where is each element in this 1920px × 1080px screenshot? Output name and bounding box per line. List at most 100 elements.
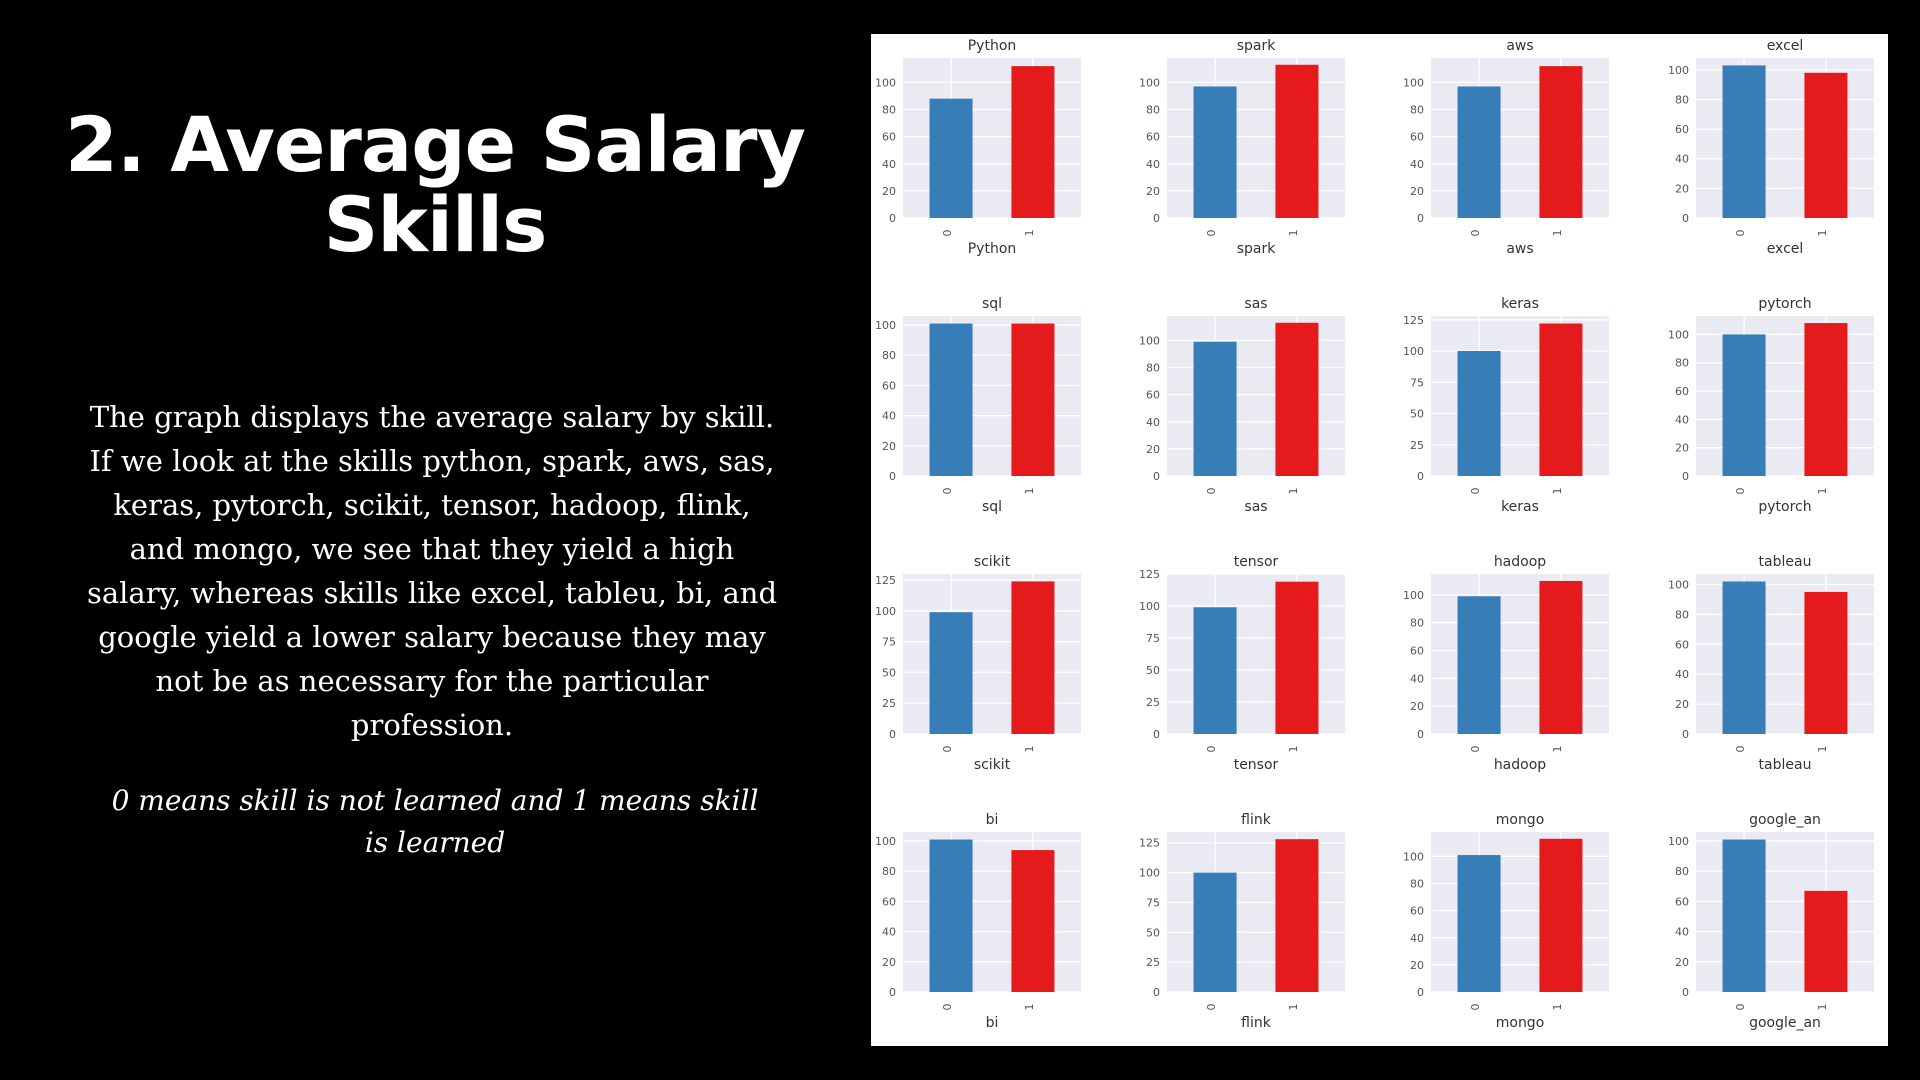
y-tick-label: 40	[1675, 153, 1689, 166]
y-tick-label: 125	[1139, 568, 1160, 581]
y-tick-label: 80	[1410, 104, 1424, 117]
y-tick-label: 100	[1139, 600, 1160, 613]
x-axis-label: bi	[986, 1015, 999, 1031]
y-tick-label: 80	[1675, 357, 1689, 370]
bar-0	[1193, 872, 1237, 992]
x-axis-label: tensor	[1234, 757, 1279, 773]
x-tick-label: 1	[1816, 230, 1829, 237]
bar-1	[1275, 64, 1319, 218]
y-tick-label: 75	[882, 636, 896, 649]
bar-0	[929, 839, 973, 992]
bar-1	[1539, 66, 1583, 218]
subplot-keras: 0 25 50 75 100 125 0 1 keras keras	[1403, 296, 1609, 515]
x-axis-label: spark	[1237, 241, 1277, 257]
y-tick-label: 20	[1675, 182, 1689, 195]
y-tick-label: 100	[875, 605, 896, 618]
y-tick-label: 20	[1146, 185, 1160, 198]
x-axis-label: sql	[982, 499, 1002, 515]
x-tick-label: 0	[1205, 1004, 1218, 1011]
x-tick-label: 1	[1023, 230, 1036, 237]
y-tick-label: 80	[1146, 104, 1160, 117]
bar-1	[1275, 581, 1319, 734]
subplot-title: tableau	[1759, 554, 1812, 570]
subplot-Python: 0 20 40 60 80 100 0 1 Python Python	[875, 38, 1081, 257]
y-tick-label: 60	[1675, 385, 1689, 398]
y-tick-label: 25	[1410, 439, 1424, 452]
subplot-title: keras	[1501, 296, 1539, 312]
subplot-title: google_an	[1749, 812, 1821, 828]
x-tick-label: 0	[941, 1004, 954, 1011]
y-tick-label: 60	[1410, 131, 1424, 144]
y-tick-label: 60	[1675, 638, 1689, 651]
bar-0	[929, 98, 973, 218]
bar-0	[1457, 596, 1501, 734]
x-tick-label: 1	[1551, 1004, 1564, 1011]
y-tick-label: 0	[889, 986, 896, 999]
bar-1	[1011, 850, 1055, 992]
bar-0	[1722, 839, 1766, 992]
y-tick-label: 0	[1682, 986, 1689, 999]
y-tick-label: 0	[1153, 212, 1160, 225]
y-tick-label: 80	[1146, 362, 1160, 375]
x-tick-label: 0	[1734, 746, 1747, 753]
subplot-title: excel	[1767, 38, 1804, 54]
y-tick-label: 100	[1139, 334, 1160, 347]
y-tick-label: 100	[1668, 64, 1689, 77]
x-tick-label: 0	[1205, 746, 1218, 753]
bar-1	[1539, 323, 1583, 476]
bar-1	[1275, 839, 1319, 992]
bar-1	[1804, 323, 1848, 476]
bar-1	[1804, 890, 1848, 992]
y-tick-label: 100	[1668, 328, 1689, 341]
y-tick-label: 80	[882, 104, 896, 117]
subplot-bi: 0 20 40 60 80 100 0 1 bi bi	[875, 812, 1081, 1031]
bar-0	[1193, 86, 1237, 218]
y-tick-label: 100	[875, 319, 896, 332]
y-tick-label: 100	[875, 835, 896, 848]
y-tick-label: 80	[882, 349, 896, 362]
x-tick-label: 0	[1469, 230, 1482, 237]
x-axis-label: pytorch	[1758, 499, 1811, 515]
x-axis-label: keras	[1501, 499, 1539, 515]
subplot-scikit: 0 25 50 75 100 125 0 1 scikit scikit	[875, 554, 1081, 773]
bar-0	[929, 612, 973, 734]
x-tick-label: 1	[1023, 488, 1036, 495]
x-axis-label: sas	[1244, 499, 1267, 515]
subplot-title: tensor	[1234, 554, 1279, 570]
y-tick-label: 100	[1403, 345, 1424, 358]
subplot-mongo: 0 20 40 60 80 100 0 1 mongo mongo	[1403, 812, 1609, 1031]
y-tick-label: 0	[1417, 986, 1424, 999]
x-tick-label: 1	[1287, 746, 1300, 753]
bar-0	[1722, 334, 1766, 476]
y-tick-label: 0	[1153, 986, 1160, 999]
subplot-excel: 0 20 40 60 80 100 0 1 excel excel	[1668, 38, 1874, 257]
y-tick-label: 0	[1682, 212, 1689, 225]
subplot-tableau: 0 20 40 60 80 100 0 1 tableau tableau	[1668, 554, 1874, 773]
y-tick-label: 20	[1675, 442, 1689, 455]
y-tick-label: 20	[1410, 185, 1424, 198]
subplot-tensor: 0 25 50 75 100 125 0 1 tensor tensor	[1139, 554, 1345, 773]
y-tick-label: 50	[1146, 664, 1160, 677]
x-axis-label: tableau	[1759, 757, 1812, 773]
y-tick-label: 100	[1403, 589, 1424, 602]
y-tick-label: 60	[1410, 905, 1424, 918]
y-tick-label: 80	[1675, 865, 1689, 878]
y-tick-label: 20	[882, 185, 896, 198]
x-axis-label: scikit	[974, 757, 1011, 773]
x-axis-label: google_an	[1749, 1015, 1821, 1031]
bar-0	[1722, 65, 1766, 218]
y-tick-label: 100	[1668, 578, 1689, 591]
y-tick-label: 25	[882, 697, 896, 710]
y-tick-label: 20	[882, 956, 896, 969]
y-tick-label: 60	[882, 379, 896, 392]
subplot-aws: 0 20 40 60 80 100 0 1 aws aws	[1403, 38, 1609, 257]
y-tick-label: 50	[1410, 408, 1424, 421]
subplot-title: Python	[968, 38, 1017, 54]
bar-0	[1457, 351, 1501, 476]
x-tick-label: 1	[1816, 488, 1829, 495]
y-tick-label: 75	[1146, 632, 1160, 645]
x-tick-label: 1	[1287, 230, 1300, 237]
y-tick-label: 0	[1417, 212, 1424, 225]
y-tick-label: 80	[1410, 617, 1424, 630]
y-tick-label: 40	[882, 410, 896, 423]
